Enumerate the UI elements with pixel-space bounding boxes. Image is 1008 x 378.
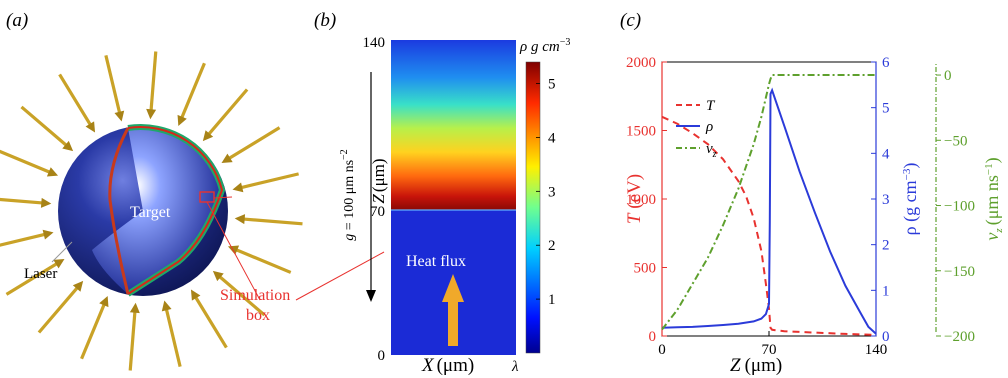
heat-flux-label: Heat flux: [406, 253, 466, 270]
laser-arrow: [20, 105, 74, 152]
panel-b: (b) Heat flux 140 70 0 λ X (μm) g = 100 μ…: [314, 10, 570, 376]
laser-arrow: [37, 280, 84, 334]
plot-axes: 0 70 14005001000150020000123456−200−150−10…: [626, 55, 975, 358]
legend-label-rho: ρ: [705, 119, 713, 135]
colorbar-tick-label: 3: [548, 184, 556, 200]
series-line-T: [661, 115, 877, 336]
laser-arrow: [128, 302, 140, 371]
far-axis-title: vz(μm ns−1): [982, 157, 1005, 240]
colorbar-title: ρ g cm−3: [519, 37, 570, 55]
b-y-axis-label: Z(μm): [369, 158, 388, 203]
laser-arrow: [161, 300, 182, 368]
laser-arrow: [0, 197, 52, 208]
left-tick-label: 0: [649, 329, 657, 345]
b-y-tick-0: 0: [378, 348, 386, 364]
right-axis-title: ρ (g cm−3): [900, 163, 921, 236]
sim-box-to-panel-b: [213, 196, 233, 199]
sim-box-pointer: [206, 201, 261, 301]
right-tick-label: 6: [882, 55, 890, 71]
target-cutaway: [92, 127, 222, 294]
colorbar: [525, 61, 541, 354]
x-tick-label: 0: [658, 342, 666, 358]
panel-a-label: (a): [6, 10, 28, 31]
laser-arrow: [234, 214, 303, 226]
far-tick-label: 0: [944, 68, 952, 84]
zoom-line: [295, 251, 385, 301]
laser-arrow: [232, 172, 300, 193]
laser-arrow: [104, 54, 125, 122]
panel-a: (a) Target Simulation box Laser: [0, 10, 303, 371]
laser-arrow: [58, 73, 96, 133]
target-label: Target: [130, 204, 171, 221]
series-line-ρ: [661, 87, 877, 335]
density-upper-region: [391, 40, 516, 210]
panel-b-label: (b): [314, 10, 336, 31]
colorbar-tick-label: 1: [548, 292, 556, 308]
right-tick-label: 1: [882, 283, 890, 299]
legend-label-T: T: [706, 98, 716, 114]
laser-arrow: [212, 270, 266, 317]
right-tick-label: 4: [882, 146, 890, 162]
laser-arrow: [177, 62, 206, 127]
heat-flux-arrow-head: [442, 274, 464, 302]
left-tick-label: 2000: [626, 55, 656, 71]
laser-label: Laser: [24, 266, 57, 282]
b-x-axis-label: X (μm): [421, 355, 474, 376]
sim-box-label-line2: box: [246, 307, 270, 324]
far-tick-label: −150: [944, 264, 975, 280]
laser-arrow: [146, 51, 158, 120]
right-tick-label: 2: [882, 238, 890, 254]
left-tick-label: 1000: [626, 192, 656, 208]
b-x-tick-lambda: λ: [511, 359, 519, 375]
far-tick-label: −200: [944, 329, 975, 345]
sim-box-label-line1: Simulation: [220, 287, 290, 304]
heat-flux-arrow-shaft: [448, 300, 458, 346]
laser-arrow: [0, 149, 59, 177]
left-axis-title: T (eV): [624, 174, 645, 224]
laser-arrows: [0, 51, 303, 371]
colorbar-ticks: 1 2 3 4 5: [536, 77, 556, 308]
legend-label-vz: vz: [706, 141, 717, 160]
far-tick-label: −50: [944, 133, 967, 149]
cutaway-edge: [108, 127, 130, 295]
b-y-tick-140: 140: [363, 35, 386, 51]
right-tick-label: 5: [882, 101, 890, 117]
laser-arrow: [5, 258, 65, 296]
right-tick-label: 0: [882, 329, 890, 345]
x-tick-label: 140: [865, 342, 888, 358]
series-line-vz: [661, 74, 876, 331]
far-tick-label: −100: [944, 199, 975, 215]
panel-c: (c) 0 70 14005001000150020000123456−200−15…: [620, 10, 1005, 376]
b-y-tick-70: 70: [370, 204, 385, 220]
left-tick-label: 1500: [626, 124, 656, 140]
gravity-arrow-head: [366, 290, 376, 302]
legend: T ρ vz: [676, 98, 717, 160]
colorbar-tick-label: 5: [548, 77, 556, 93]
colorbar-tick-label: 2: [548, 238, 556, 254]
c-x-axis-title: Z (μm): [730, 355, 782, 376]
laser-arrow: [221, 126, 281, 164]
right-tick-label: 3: [882, 192, 890, 208]
gravity-label: g = 100 μm ns−2: [339, 149, 357, 240]
laser-arrow: [80, 295, 109, 360]
laser-arrow: [0, 229, 54, 247]
laser-arrow: [190, 289, 228, 349]
panel-c-label: (c): [620, 10, 641, 31]
plot-series: [661, 74, 877, 336]
colorbar-tick-label: 4: [548, 130, 556, 146]
x-tick-label: 70: [762, 342, 777, 358]
laser-pointer: [51, 241, 73, 263]
left-tick-label: 500: [634, 261, 657, 277]
laser-arrow: [202, 88, 249, 142]
shell-layers-outer: [127, 126, 224, 295]
